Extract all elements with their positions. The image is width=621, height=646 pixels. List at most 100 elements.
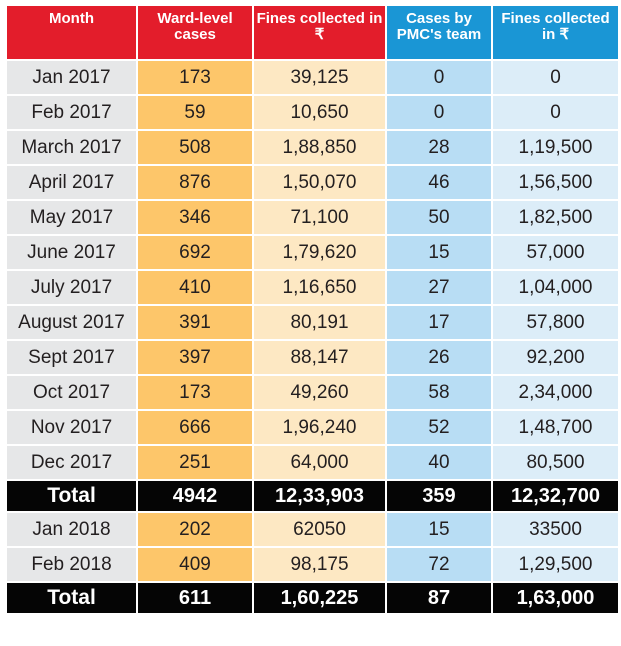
- month-cell: Jan 2017: [5, 59, 138, 96]
- ward-cases-cell: 410: [136, 269, 254, 306]
- table-row: June 2017 692 1,79,620 15 57,000: [5, 234, 620, 271]
- pmc-cases-cell: 0: [385, 59, 493, 96]
- ward-cases-cell: 251: [136, 444, 254, 481]
- pmc-cases-cell: 0: [385, 94, 493, 131]
- month-cell: Feb 2017: [5, 94, 138, 131]
- pmc-cases-cell: 40: [385, 444, 493, 481]
- pmc-fines-cell: 1,04,000: [491, 269, 620, 306]
- table-row: Nov 2017 666 1,96,240 52 1,48,700: [5, 409, 620, 446]
- pmc-cases-cell: 15: [385, 511, 493, 548]
- pmc-cases-cell: 17: [385, 304, 493, 341]
- month-cell: August 2017: [5, 304, 138, 341]
- ward-fines-cell: 39,125: [252, 59, 387, 96]
- ward-cases-cell: 666: [136, 409, 254, 446]
- total-row-2017: Total 4942 12,33,903 359 12,32,700: [5, 479, 620, 513]
- table-body-2018: Jan 2018 202 62050 15 33500 Feb 2018 409 98,175…: [5, 511, 620, 615]
- ward-fines-cell: 1,96,240: [252, 409, 387, 446]
- pmc-fines-cell: 1,56,500: [491, 164, 620, 201]
- ward-cases-cell: 876: [136, 164, 254, 201]
- month-cell: July 2017: [5, 269, 138, 306]
- ward-cases-cell: 346: [136, 199, 254, 236]
- pmc-cases-cell: 26: [385, 339, 493, 376]
- pmc-cases-cell: 50: [385, 199, 493, 236]
- ward-fines-cell: 1,88,850: [252, 129, 387, 166]
- ward-cases-cell: 692: [136, 234, 254, 271]
- table-row: July 2017 410 1,16,650 27 1,04,000: [5, 269, 620, 306]
- pmc-fines-cell: 2,34,000: [491, 374, 620, 411]
- header-month: Month: [5, 4, 138, 61]
- pmc-fines-cell: 92,200: [491, 339, 620, 376]
- pmc-fines-cell: 0: [491, 59, 620, 96]
- pmc-cases-cell: 52: [385, 409, 493, 446]
- ward-cases-cell: 409: [136, 546, 254, 583]
- pmc-fines-cell: 80,500: [491, 444, 620, 481]
- ward-fines-cell: 49,260: [252, 374, 387, 411]
- month-cell: April 2017: [5, 164, 138, 201]
- pmc-cases-cell: 359: [385, 479, 493, 513]
- ward-cases-cell: 202: [136, 511, 254, 548]
- header-ward-level-cases: Ward-level cases: [136, 4, 254, 61]
- ward-cases-cell: 59: [136, 94, 254, 131]
- pmc-fines-cell: 57,800: [491, 304, 620, 341]
- pmc-fines-cell: 57,000: [491, 234, 620, 271]
- pmc-cases-cell: 87: [385, 581, 493, 615]
- ward-fines-cell: 80,191: [252, 304, 387, 341]
- header-row: Month Ward-level cases Fines collected i…: [5, 4, 620, 61]
- month-cell: Jan 2018: [5, 511, 138, 548]
- ward-fines-cell: 12,33,903: [252, 479, 387, 513]
- pmc-fines-cell: 1,82,500: [491, 199, 620, 236]
- month-cell: June 2017: [5, 234, 138, 271]
- table-row: May 2017 346 71,100 50 1,82,500: [5, 199, 620, 236]
- table-row: Dec 2017 251 64,000 40 80,500: [5, 444, 620, 481]
- pmc-fines-cell: 12,32,700: [491, 479, 620, 513]
- ward-cases-cell: 173: [136, 374, 254, 411]
- table-row: Sept 2017 397 88,147 26 92,200: [5, 339, 620, 376]
- table-row: April 2017 876 1,50,070 46 1,56,500: [5, 164, 620, 201]
- pmc-cases-cell: 28: [385, 129, 493, 166]
- month-cell: Nov 2017: [5, 409, 138, 446]
- ward-fines-cell: 88,147: [252, 339, 387, 376]
- ward-cases-cell: 4942: [136, 479, 254, 513]
- fines-table: Month Ward-level cases Fines collected i…: [5, 4, 620, 615]
- table-row: Jan 2017 173 39,125 0 0: [5, 59, 620, 96]
- ward-cases-cell: 397: [136, 339, 254, 376]
- ward-fines-cell: 64,000: [252, 444, 387, 481]
- ward-fines-cell: 10,650: [252, 94, 387, 131]
- ward-fines-cell: 1,60,225: [252, 581, 387, 615]
- pmc-fines-cell: 33500: [491, 511, 620, 548]
- ward-cases-cell: 508: [136, 129, 254, 166]
- header-cases-by-pmc-team: Cases by PMC's team: [385, 4, 493, 61]
- month-cell: Oct 2017: [5, 374, 138, 411]
- header-fines-collected-ward: Fines collected in ₹: [252, 4, 387, 61]
- month-cell: May 2017: [5, 199, 138, 236]
- month-cell: Total: [5, 581, 138, 615]
- month-cell: Sept 2017: [5, 339, 138, 376]
- ward-cases-cell: 173: [136, 59, 254, 96]
- pmc-cases-cell: 15: [385, 234, 493, 271]
- ward-cases-cell: 391: [136, 304, 254, 341]
- pmc-fines-cell: 1,63,000: [491, 581, 620, 615]
- month-cell: Feb 2018: [5, 546, 138, 583]
- ward-fines-cell: 1,50,070: [252, 164, 387, 201]
- ward-fines-cell: 71,100: [252, 199, 387, 236]
- ward-cases-cell: 611: [136, 581, 254, 615]
- ward-fines-cell: 62050: [252, 511, 387, 548]
- ward-fines-cell: 1,16,650: [252, 269, 387, 306]
- pmc-fines-cell: 1,19,500: [491, 129, 620, 166]
- month-cell: Total: [5, 479, 138, 513]
- month-cell: March 2017: [5, 129, 138, 166]
- pmc-fines-cell: 1,29,500: [491, 546, 620, 583]
- ward-fines-cell: 98,175: [252, 546, 387, 583]
- total-row-2018: Total 611 1,60,225 87 1,63,000: [5, 581, 620, 615]
- header-fines-collected-pmc: Fines collected in ₹: [491, 4, 620, 61]
- table-row: March 2017 508 1,88,850 28 1,19,500: [5, 129, 620, 166]
- ward-fines-cell: 1,79,620: [252, 234, 387, 271]
- table-body-2017: Jan 2017 173 39,125 0 0 Feb 2017 59 10,650 0 0 Mar…: [5, 59, 620, 513]
- pmc-fines-cell: 1,48,700: [491, 409, 620, 446]
- pmc-fines-cell: 0: [491, 94, 620, 131]
- table-row: Feb 2018 409 98,175 72 1,29,500: [5, 546, 620, 583]
- pmc-cases-cell: 72: [385, 546, 493, 583]
- pmc-cases-cell: 27: [385, 269, 493, 306]
- table-row: August 2017 391 80,191 17 57,800: [5, 304, 620, 341]
- pmc-cases-cell: 46: [385, 164, 493, 201]
